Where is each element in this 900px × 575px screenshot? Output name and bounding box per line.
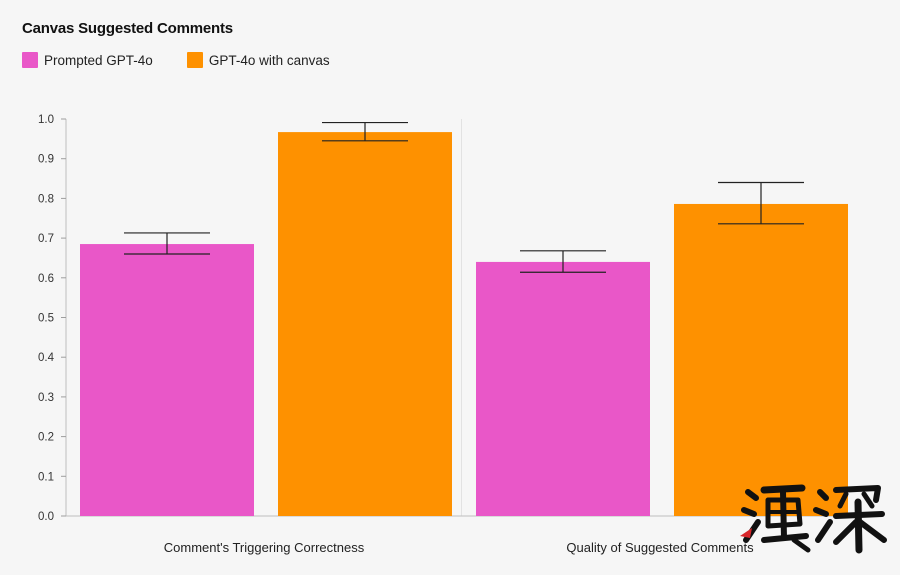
legend-label-gpt4o-canvas: GPT-4o with canvas — [208, 52, 330, 68]
legend-item-gpt4o-canvas: GPT-4o with canvas — [186, 52, 330, 68]
y-tick-label-7: 0.7 — [38, 233, 54, 245]
legend-item-prompted-gpt4o: Prompted GPT-4o — [22, 52, 153, 68]
y-tick-label-1: 0.1 — [38, 471, 54, 483]
bar-0-0 — [80, 244, 254, 516]
chart-title: Canvas Suggested Comments — [22, 20, 233, 37]
bar-1-0 — [278, 132, 452, 516]
legend-swatch-gpt4o-canvas — [186, 52, 203, 68]
bar-1-1 — [674, 203, 848, 516]
y-tick-label-10: 1.0 — [38, 114, 54, 126]
y-tick-label-5: 0.5 — [38, 313, 54, 325]
y-tick-label-2: 0.2 — [38, 432, 54, 444]
legend: Prompted GPT-4o GPT-4o with canvas — [22, 52, 364, 68]
y-tick-label-8: 0.8 — [38, 193, 54, 205]
watermark-logo-icon — [740, 484, 887, 554]
legend-swatch-prompted-gpt4o — [22, 52, 38, 68]
legend-label-prompted-gpt4o: Prompted GPT-4o — [44, 52, 153, 68]
y-tick-label-0: 0.0 — [38, 511, 54, 523]
bar-0-1 — [476, 261, 650, 516]
category-label-1: Quality of Suggested Comments — [566, 540, 754, 555]
y-tick-label-9: 0.9 — [38, 154, 54, 166]
y-tick-label-4: 0.4 — [38, 352, 55, 364]
y-tick-label-6: 0.6 — [38, 273, 54, 285]
y-tick-label-3: 0.3 — [38, 392, 54, 404]
category-label-0: Comment's Triggering Correctness — [164, 540, 365, 555]
